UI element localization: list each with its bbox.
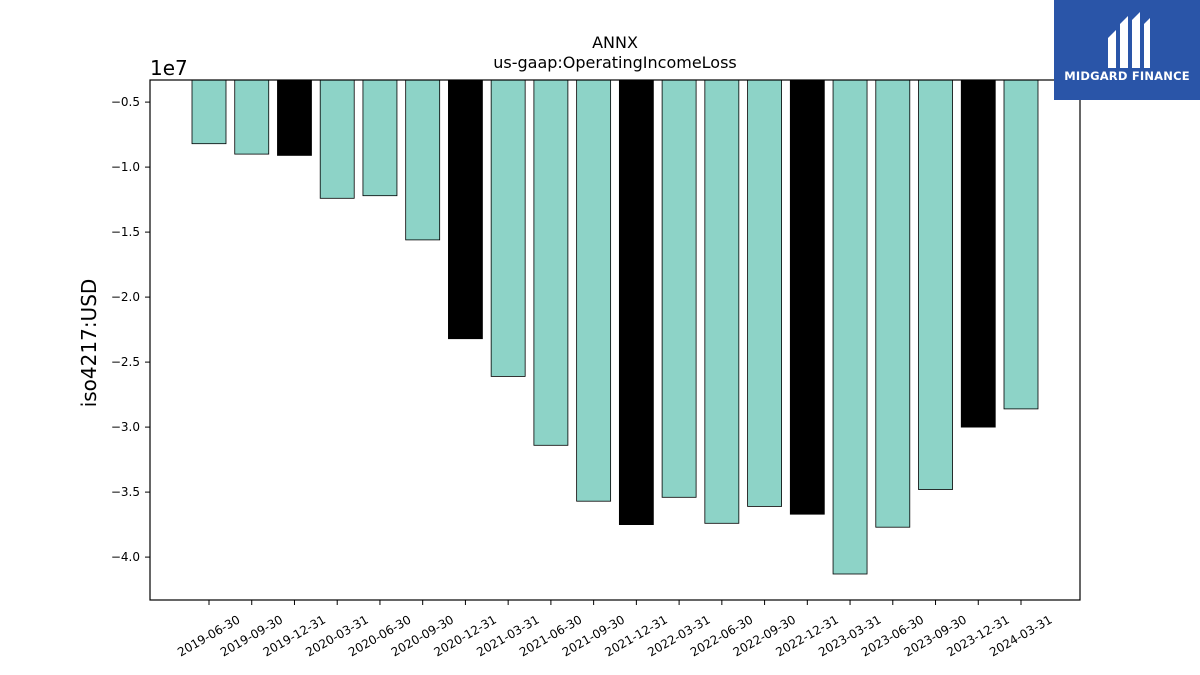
- y-tick-label: −1.5: [111, 225, 140, 239]
- y-tick-label: −2.0: [111, 290, 140, 304]
- brand-logo: MIDGARD FINANCE: [1054, 0, 1200, 100]
- logo-mark-icon: [1054, 0, 1200, 100]
- bar-2022-06-30: [704, 79, 740, 524]
- plot-frame: [149, 79, 1081, 601]
- bar-2021-06-30: [533, 79, 569, 446]
- y-offset-label: 1e7: [150, 56, 188, 80]
- bar-2021-09-30: [576, 79, 612, 502]
- bar-2019-12-31: [277, 79, 312, 156]
- bar-2021-12-31: [618, 79, 654, 526]
- bar-2019-09-30: [234, 79, 270, 155]
- bar-2020-12-31: [448, 79, 483, 340]
- y-tick-label: −2.5: [111, 355, 140, 369]
- y-tick-label: −4.0: [111, 550, 140, 564]
- bar-2022-09-30: [747, 79, 782, 507]
- bar-2019-06-30: [191, 79, 227, 145]
- bar-2022-12-31: [789, 79, 825, 515]
- chart-subtitle: us-gaap:OperatingIncomeLoss: [493, 53, 737, 72]
- y-tick-label: −0.5: [111, 95, 140, 109]
- y-axis-label: iso4217:USD: [77, 279, 101, 408]
- bar-2020-06-30: [362, 79, 398, 197]
- bar-2022-03-31: [661, 79, 697, 498]
- y-tick-label: −3.0: [111, 420, 140, 434]
- bar-2023-09-30: [918, 79, 953, 490]
- bar-2020-09-30: [405, 79, 441, 241]
- bar-2023-12-31: [960, 79, 996, 428]
- x-axis: 2019-06-302019-09-302019-12-312020-03-31…: [175, 600, 1055, 659]
- y-tick-label: −3.5: [111, 485, 140, 499]
- bar-2023-06-30: [875, 79, 911, 528]
- bar-2020-03-31: [319, 79, 355, 199]
- bar-2023-03-31: [832, 79, 868, 575]
- y-axis: −0.5 −1.0 −1.5 −2.0 −2.5 −3.0 −3.5 −4.0: [111, 95, 150, 564]
- bar-2024-03-31: [1003, 79, 1039, 410]
- bars-group: [191, 79, 1039, 575]
- brand-name: MIDGARD FINANCE: [1064, 69, 1190, 83]
- chart-title: ANNX: [592, 33, 638, 52]
- bar-2021-03-31: [490, 79, 526, 377]
- y-tick-label: −1.0: [111, 160, 140, 174]
